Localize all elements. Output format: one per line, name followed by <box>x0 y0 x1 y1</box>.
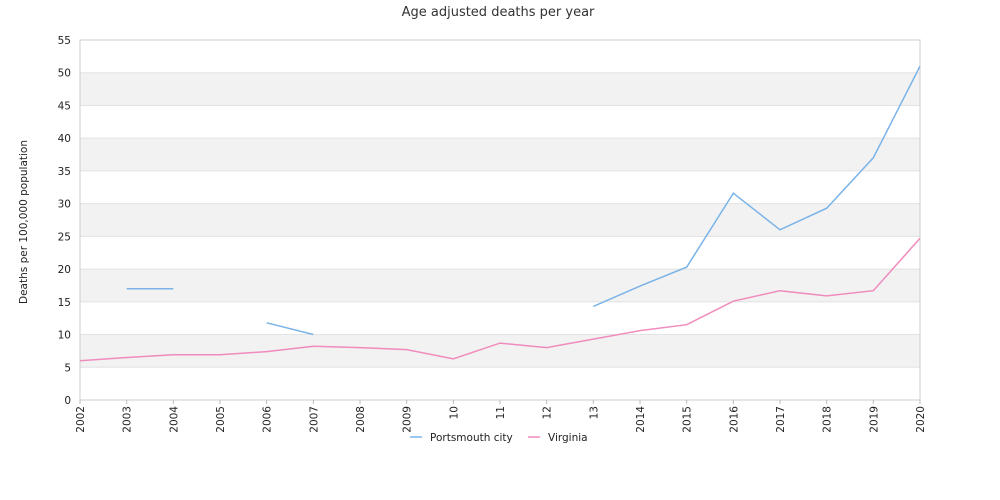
grid-bands <box>80 72 920 368</box>
x-tick-label: 12 <box>542 406 554 419</box>
x-tick-label: 2020 <box>915 406 927 433</box>
y-tick-label: 15 <box>58 297 71 309</box>
y-tick-label: 45 <box>58 100 71 112</box>
grid-band <box>80 72 920 106</box>
x-tick-label: 2007 <box>308 406 320 433</box>
chart-title: Age adjusted deaths per year <box>402 5 595 20</box>
x-tick-label: 2018 <box>822 406 834 433</box>
y-tick-label: 50 <box>58 68 71 80</box>
series-line-portsmouth-city <box>593 65 921 308</box>
y-tick-label: 5 <box>64 362 71 374</box>
y-tick-label: 35 <box>58 166 71 178</box>
x-tick-label: 2019 <box>868 406 880 433</box>
series-line-portsmouth-city <box>266 322 314 336</box>
x-tick-label: 2002 <box>75 406 87 433</box>
y-tick-label: 55 <box>58 35 71 47</box>
y-tick-label: 20 <box>58 264 71 276</box>
x-tick-label: 2008 <box>355 406 367 433</box>
grid-band <box>80 334 920 368</box>
x-tick-label: 2009 <box>402 406 414 433</box>
x-tick-label: 2005 <box>215 406 227 433</box>
y-tick-label: 25 <box>58 231 71 243</box>
x-tick-label: 2004 <box>168 406 180 433</box>
y-tick-label: 30 <box>58 199 71 211</box>
legend-label: Portsmouth city <box>430 432 513 444</box>
x-tick-label: 10 <box>448 406 460 419</box>
series-line-virginia <box>79 237 921 362</box>
legend: Portsmouth city Virginia <box>410 432 588 444</box>
x-tick-label: 2014 <box>635 406 647 433</box>
legend-label: Virginia <box>548 432 588 444</box>
x-tick-label: 2015 <box>682 406 694 433</box>
y-tick-label: 10 <box>58 330 71 342</box>
y-tick-label: 40 <box>58 133 71 145</box>
x-tick-label: 2016 <box>728 406 740 433</box>
x-tick-label: 11 <box>495 406 507 419</box>
series-lines <box>79 65 921 362</box>
x-tick-label: 13 <box>588 406 600 419</box>
x-tick-label: 2017 <box>775 406 787 433</box>
x-tick-label: 2006 <box>262 406 274 433</box>
y-axis-label: Deaths per 100,000 population <box>18 140 30 304</box>
grid-band <box>80 269 920 302</box>
grid-band <box>80 203 920 237</box>
y-tick-label: 0 <box>64 395 71 407</box>
y-axis-ticks: 0 5 10 15 20 25 30 35 40 45 50 55 <box>58 35 71 407</box>
x-tick-label: 2003 <box>122 406 134 433</box>
grid-band <box>80 138 920 171</box>
x-axis-ticks: 2002 2003 2004 2005 2006 2007 2008 2009 10 11 12 13… <box>75 400 927 433</box>
